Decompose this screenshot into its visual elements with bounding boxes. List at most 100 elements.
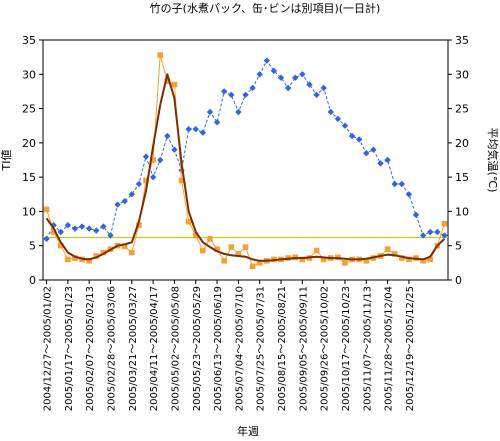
x-tick-label: 2005/06/13～2005/06/19 bbox=[213, 286, 224, 411]
temperature-point bbox=[284, 84, 292, 92]
temperature-point bbox=[185, 125, 192, 133]
temperature-point bbox=[306, 81, 313, 88]
chart-title: 竹の子(水煮パック、缶･ビンは別項目)(一日計) bbox=[150, 1, 381, 15]
temperature-point bbox=[157, 156, 164, 164]
temperature-point bbox=[299, 71, 306, 78]
ti-point bbox=[136, 222, 142, 228]
ti-point bbox=[143, 177, 149, 184]
ti-point bbox=[384, 246, 391, 252]
temperature-point bbox=[213, 119, 221, 126]
temperature-point bbox=[135, 180, 143, 188]
temperature-point bbox=[43, 235, 50, 243]
y-tick-label-left: 15 bbox=[22, 171, 36, 184]
temperature-point bbox=[398, 180, 406, 188]
ti-point bbox=[214, 246, 220, 252]
y-tick-label-left: 20 bbox=[22, 137, 36, 150]
temperature-point bbox=[384, 156, 391, 164]
ti-point bbox=[43, 206, 50, 213]
temperature-point bbox=[377, 160, 384, 167]
ti-point bbox=[228, 244, 235, 250]
temperature-point bbox=[199, 129, 207, 136]
y-tick-label-right: 5 bbox=[455, 240, 462, 253]
ti-point bbox=[200, 247, 206, 254]
x-tick-label: 2005/11/07～2005/11/13 bbox=[362, 286, 373, 411]
temperature-point bbox=[370, 146, 377, 153]
temperature-point bbox=[114, 201, 121, 208]
x-tick-label: 2004/12/27～2005/01/02 bbox=[43, 286, 54, 411]
temperature-point bbox=[50, 221, 57, 229]
ti-point bbox=[221, 258, 227, 264]
y-tick-label-left: 5 bbox=[29, 240, 36, 253]
temperature-point bbox=[419, 232, 427, 239]
temperature-point bbox=[71, 225, 79, 232]
temperature-point bbox=[149, 173, 157, 181]
x-tick-label: 2005/05/23～2005/05/29 bbox=[192, 286, 203, 411]
temperature-point bbox=[100, 223, 107, 230]
temperature-point bbox=[434, 228, 441, 236]
y-tick-label-left: 35 bbox=[22, 34, 36, 47]
temperature-point bbox=[320, 84, 327, 92]
x-tick-label: 2005/09/05～2005/09/11 bbox=[298, 286, 309, 411]
ti-point bbox=[320, 256, 327, 263]
temperature-point bbox=[164, 132, 171, 140]
x-tick-label: 2005/12/19～2005/12/25 bbox=[405, 286, 416, 411]
ti-point bbox=[57, 242, 64, 249]
y-tick-label-right: 0 bbox=[455, 274, 462, 287]
y-tick-label-right: 20 bbox=[455, 137, 469, 150]
x-tick-label: 2005/02/28～2005/03/06 bbox=[107, 286, 118, 411]
temperature-point bbox=[121, 197, 128, 205]
ti-point bbox=[157, 52, 164, 58]
ti-point bbox=[420, 258, 426, 264]
temperature-line bbox=[46, 59, 445, 240]
ti-point bbox=[242, 244, 249, 250]
temperature-point bbox=[242, 91, 249, 99]
temperature-point bbox=[228, 91, 235, 99]
temperature-point bbox=[107, 232, 114, 239]
ti-point bbox=[192, 232, 199, 239]
temperature-point bbox=[277, 74, 285, 81]
y-tick-label-right: 10 bbox=[455, 205, 469, 218]
temperature-point bbox=[85, 225, 93, 232]
temperature-point bbox=[348, 132, 356, 140]
ti-point bbox=[363, 258, 370, 264]
temperature-point bbox=[441, 232, 448, 239]
temperature-point bbox=[391, 180, 398, 188]
ti-line bbox=[46, 54, 445, 267]
temperature-point bbox=[412, 211, 420, 219]
ti-point bbox=[441, 220, 448, 227]
y-axis-right-title: 平均気温(℃) bbox=[486, 128, 500, 193]
temperature-point bbox=[171, 146, 178, 153]
ti-point bbox=[399, 255, 405, 261]
temperature-point bbox=[270, 67, 278, 75]
ti-point bbox=[171, 81, 178, 88]
temperature-point bbox=[263, 57, 271, 64]
x-tick-label: 2005/10/17～2005/10/23 bbox=[341, 286, 352, 411]
x-tick-label: 2005/01/17～2005/01/23 bbox=[64, 286, 75, 411]
x-tick-label: 2005/03/21～2005/03/27 bbox=[128, 286, 139, 411]
y-tick-label-left: 10 bbox=[22, 205, 36, 218]
ti-point bbox=[207, 236, 213, 242]
temperature-point bbox=[249, 84, 256, 92]
temperature-point bbox=[427, 228, 434, 236]
ti-point bbox=[249, 263, 256, 270]
ti-point bbox=[150, 157, 156, 163]
temperature-point bbox=[363, 149, 370, 157]
temperature-point bbox=[341, 122, 349, 129]
ti-point bbox=[121, 243, 128, 250]
ti-point bbox=[93, 253, 100, 259]
temperature-point bbox=[256, 71, 263, 78]
y-tick-label-right: 15 bbox=[455, 171, 469, 184]
temperature-point bbox=[292, 74, 299, 81]
ti-point bbox=[299, 256, 306, 263]
y-tick-label-right: 30 bbox=[455, 68, 469, 81]
temperature-point bbox=[355, 136, 363, 143]
ti-point bbox=[86, 258, 92, 264]
x-tick-label: 2005/07/04～2005/07/10 bbox=[234, 286, 245, 411]
ti-smooth-line bbox=[45, 73, 446, 262]
temperature-point bbox=[313, 91, 320, 99]
x-tick-label: 2005/04/11～2005/04/17 bbox=[149, 286, 160, 411]
x-tick-label: 2005/09/26～2005/10/02 bbox=[320, 286, 331, 411]
temperature-point bbox=[57, 228, 64, 236]
plot-frame bbox=[42, 39, 449, 281]
ti-point bbox=[129, 249, 135, 256]
